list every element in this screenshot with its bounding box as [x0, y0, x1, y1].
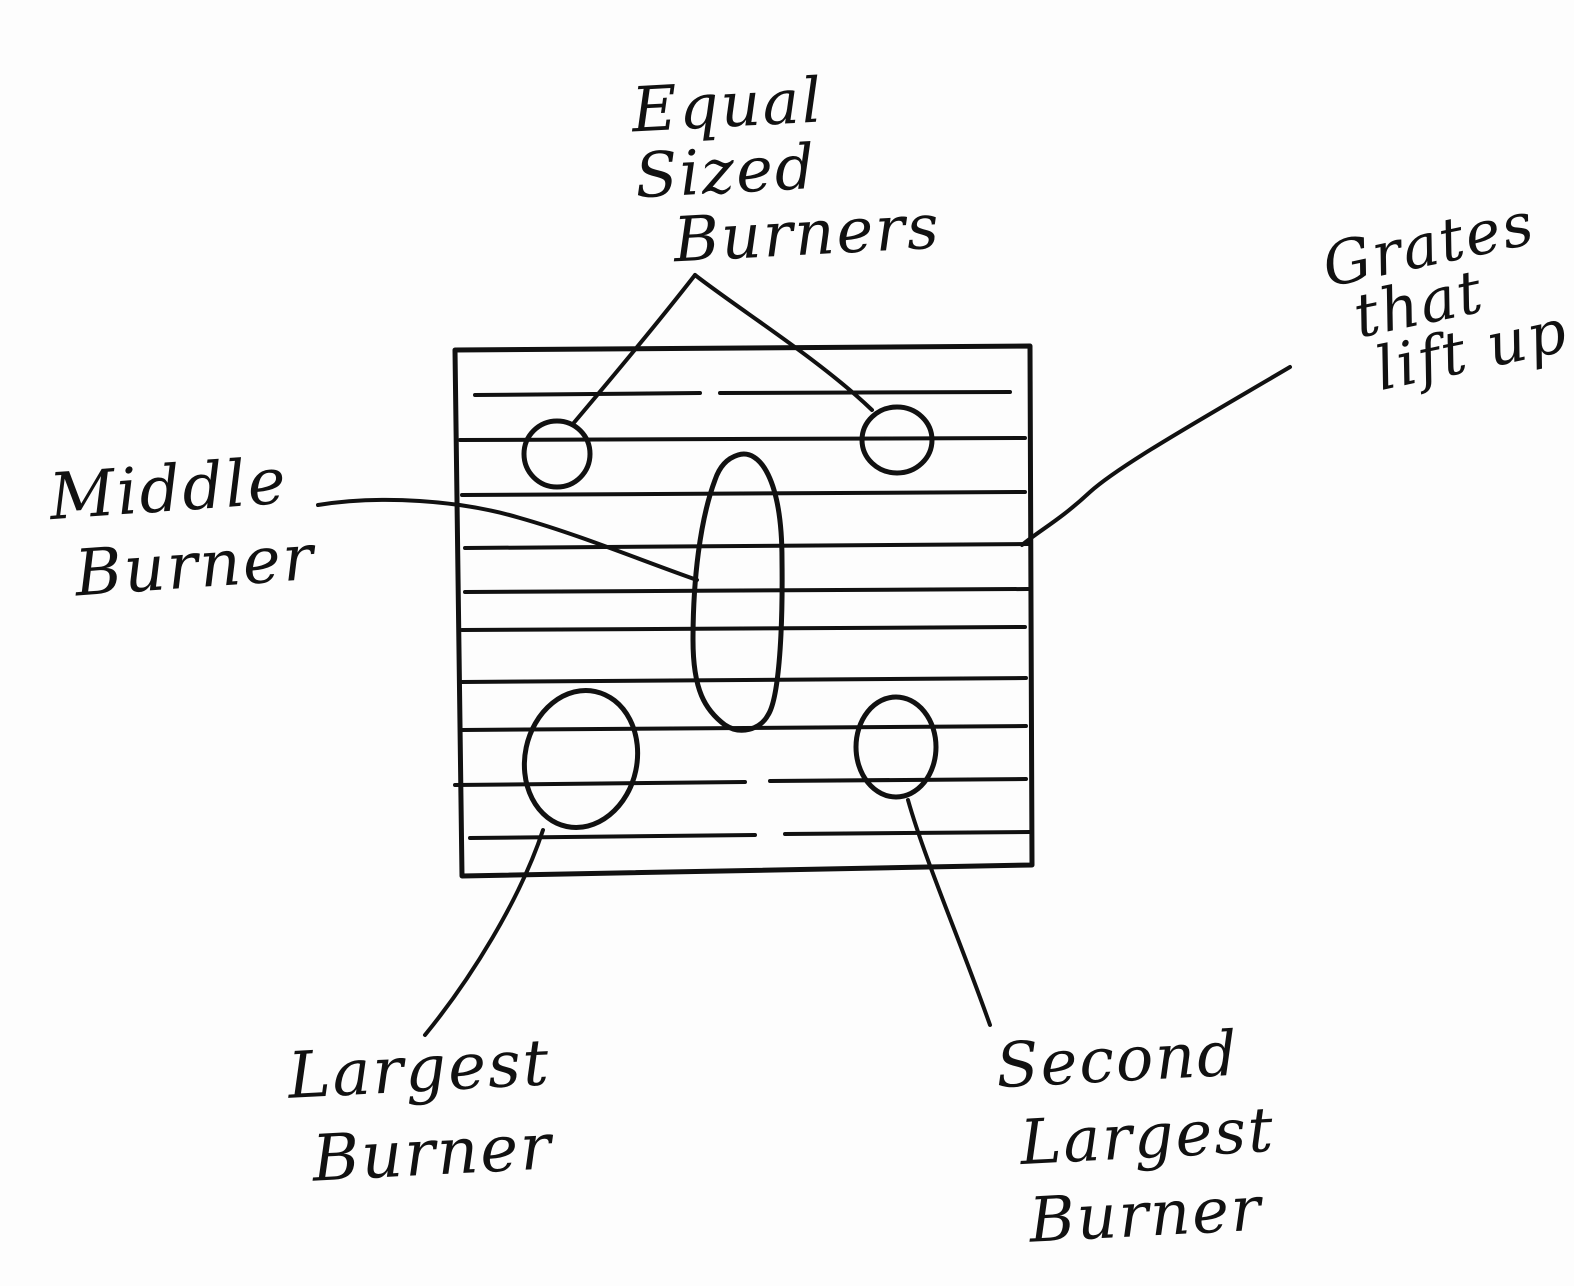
- grate-lines: [453, 390, 1032, 840]
- grate-line: [473, 391, 702, 397]
- grate-line: [460, 676, 1028, 684]
- leader-largest: [423, 828, 545, 1037]
- grate-line: [463, 587, 1030, 594]
- leader-second-largest: [906, 798, 992, 1027]
- grate-line: [768, 777, 1028, 783]
- top-left-burner: [521, 418, 593, 490]
- leader-middle: [316, 497, 699, 582]
- grate-line: [453, 780, 747, 787]
- second-largest-burner-label: Second Largest Burner: [994, 1013, 1281, 1261]
- top-right-burner: [859, 404, 935, 476]
- grate-line: [463, 542, 1030, 550]
- middle-burner-shape: [690, 451, 785, 733]
- largest-burner-label: Largest Burner: [286, 1021, 557, 1203]
- label-line: Burner: [1027, 1171, 1265, 1257]
- grate-line: [460, 490, 1027, 497]
- grate-line: [468, 833, 757, 840]
- stovetop-outline: [452, 343, 1035, 879]
- leader-grates: [1020, 365, 1292, 547]
- label-line: Second: [994, 1016, 1241, 1103]
- middle-burner-label: Middle Burner: [47, 441, 318, 615]
- label-line: Largest: [1018, 1092, 1277, 1180]
- grate-line: [783, 830, 1032, 836]
- grate-line: [460, 625, 1027, 632]
- grate-line: [458, 436, 1027, 442]
- second-largest-burner-shape: [853, 694, 939, 800]
- grates-label: Grates that lift up: [1317, 188, 1574, 404]
- leader-equal-to-right-burner: [693, 273, 874, 412]
- label-line: Burner: [310, 1110, 555, 1197]
- grate-line: [718, 390, 1012, 395]
- label-line: Largest: [286, 1026, 553, 1114]
- largest-burner-shape: [521, 688, 641, 830]
- equal-sized-burners-label: Equal Sized Burners: [610, 62, 943, 276]
- leader-equal-to-left-burner: [570, 273, 697, 427]
